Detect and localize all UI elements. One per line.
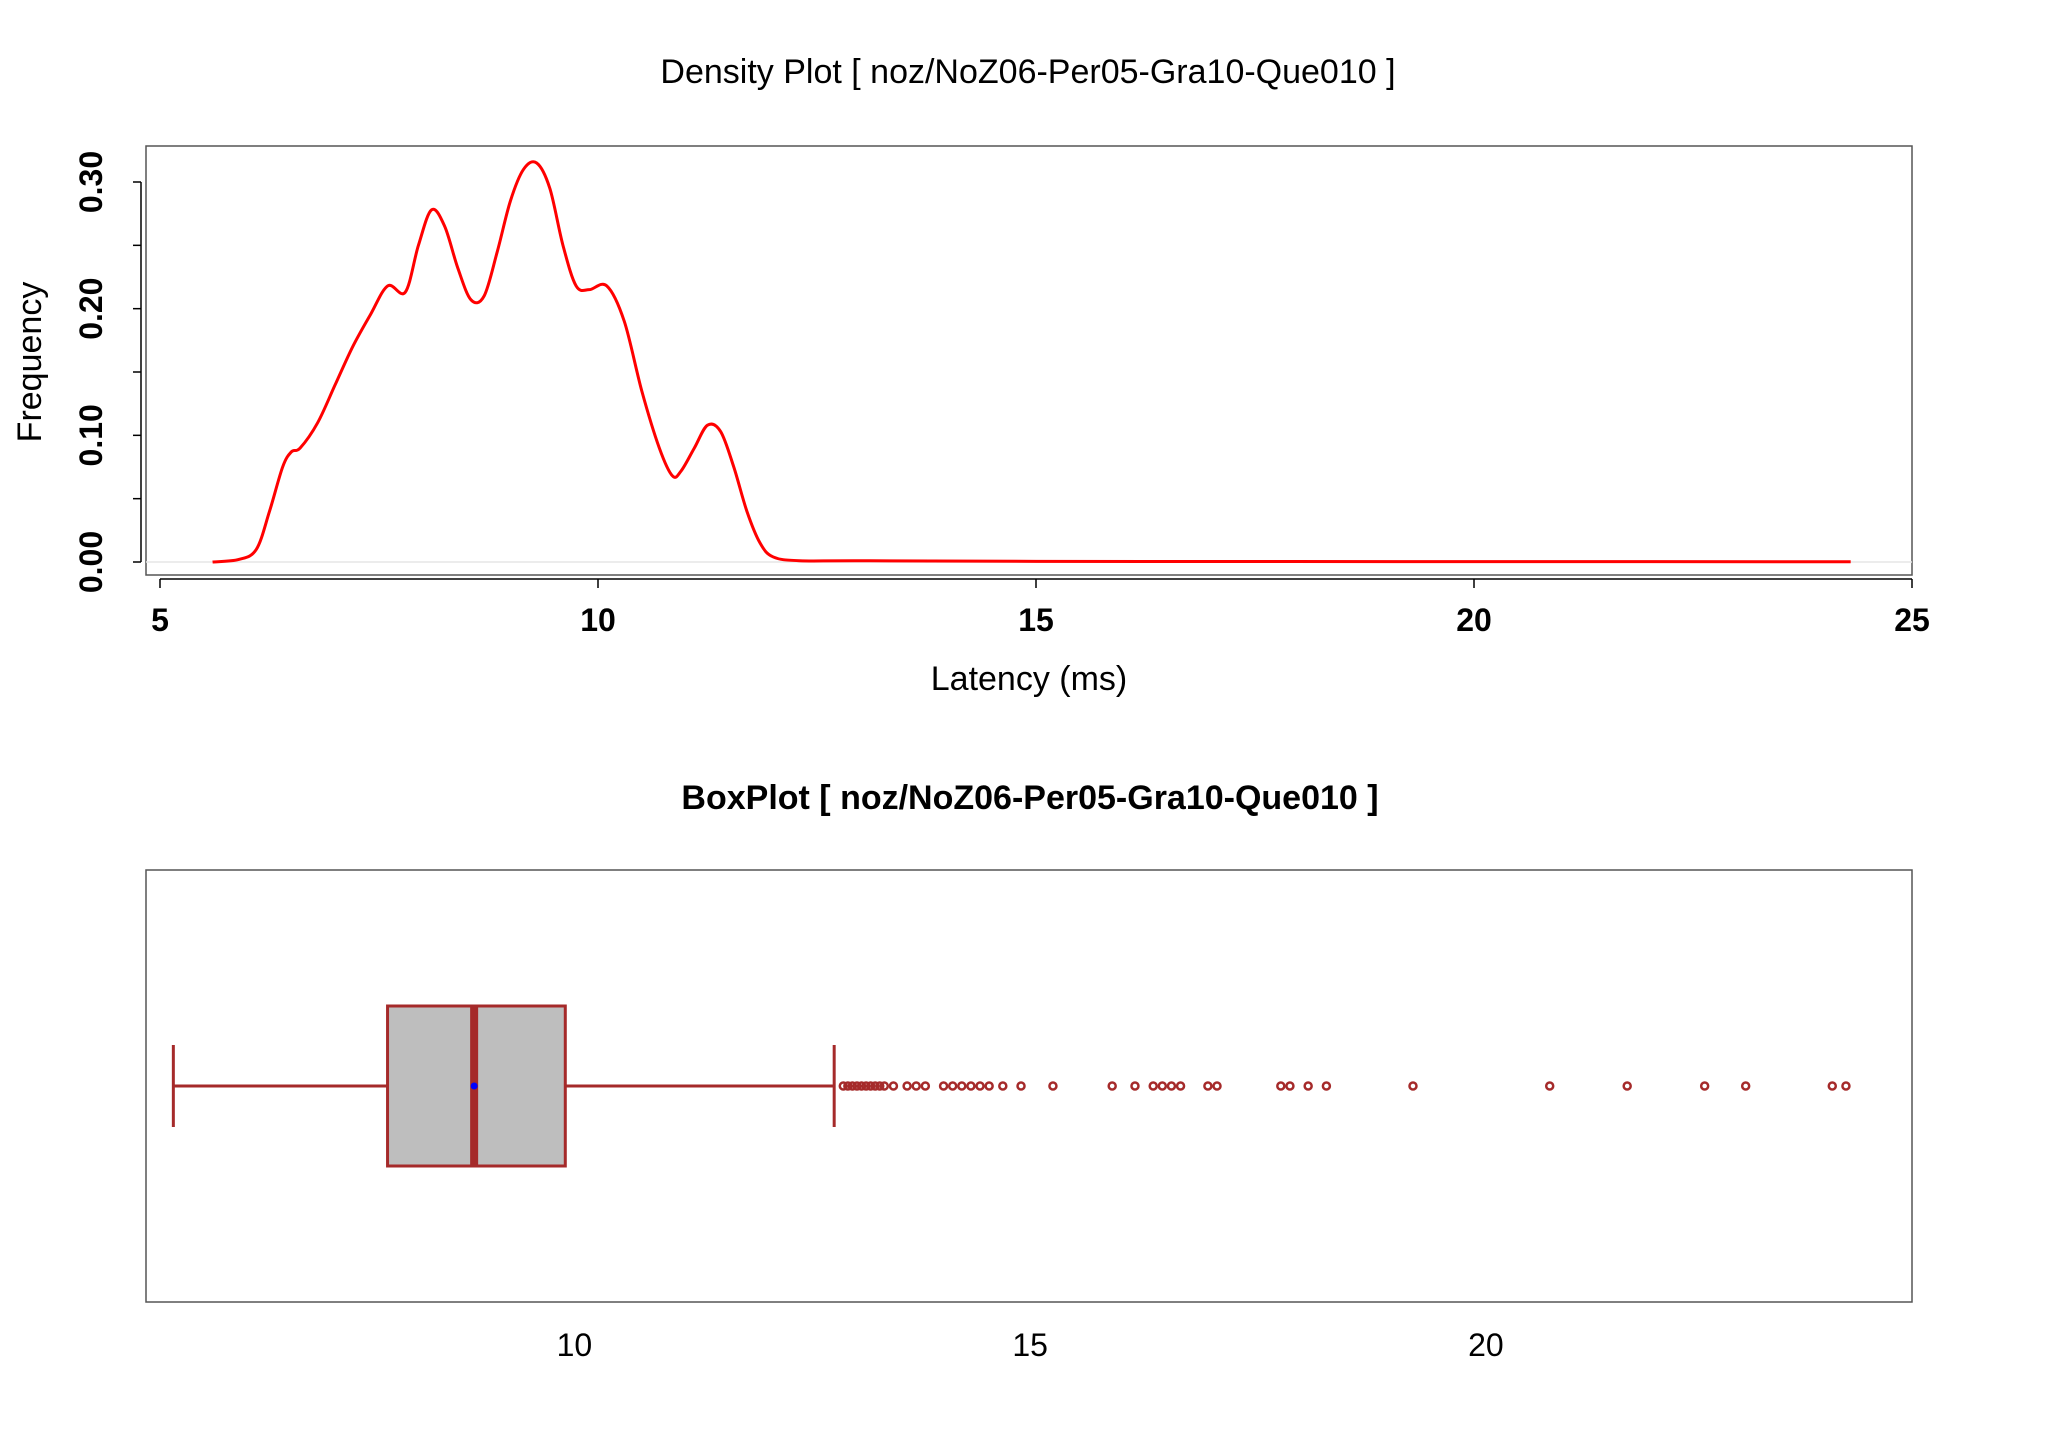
box-outlier <box>865 1081 876 1091</box>
box-outlier <box>1303 1081 1313 1091</box>
box-x-axis: 10 15 20 <box>557 1327 1504 1363</box>
box-plot-frame <box>145 869 1913 1303</box>
box-outlier <box>966 1081 976 1091</box>
box-outlier <box>1157 1081 1168 1091</box>
density-curve-layer <box>212 160 1851 564</box>
box-outlier <box>947 1081 958 1091</box>
density-y-tick-label: 0.00 <box>73 531 109 593</box>
density-series-line <box>212 160 1851 564</box>
box-outlier <box>870 1081 880 1091</box>
box-outlier <box>1699 1081 1710 1091</box>
density-x-tick-label: 15 <box>1018 602 1054 638</box>
box-outlier <box>1841 1081 1851 1091</box>
box-outlier <box>888 1081 899 1091</box>
density-plot-frame <box>145 145 1913 576</box>
box-outlier <box>1827 1081 1838 1091</box>
box-outlier <box>938 1081 949 1091</box>
box-outlier <box>1285 1081 1295 1091</box>
box-outlier <box>852 1081 862 1091</box>
density-plot-panel: Density Plot [ noz/NoZ06-Per05-Gra10-Que… <box>11 53 1930 698</box>
box-outlier <box>1544 1081 1555 1091</box>
box-outlier <box>875 1081 885 1091</box>
box-outlier <box>847 1081 858 1091</box>
box-x-tick-label: 15 <box>1012 1327 1048 1363</box>
box-outlier <box>856 1081 867 1091</box>
box-x-tick-label: 10 <box>557 1327 593 1363</box>
box-outlier <box>1321 1081 1332 1091</box>
box-outlier <box>984 1081 994 1091</box>
box-outlier <box>879 1081 890 1091</box>
density-y-axis-label: Frequency <box>11 282 49 443</box>
density-y-axis: 0.00 0.10 0.20 0.30 <box>73 151 1912 593</box>
box-outlier <box>911 1081 921 1091</box>
box-outlier <box>1740 1081 1751 1091</box>
density-x-axis-label: Latency (ms) <box>931 660 1128 698</box>
box-outlier <box>1166 1081 1177 1091</box>
density-y-tick-label: 0.10 <box>73 404 109 466</box>
box-plot-title: BoxPlot [ noz/NoZ06-Per05-Gra10-Que010 ] <box>681 779 1378 817</box>
density-x-tick-label: 25 <box>1894 602 1930 638</box>
box-outlier <box>1016 1081 1026 1091</box>
box-mean-point <box>470 1082 478 1090</box>
box-outlier <box>998 1081 1008 1091</box>
box-outlier <box>1203 1081 1213 1091</box>
density-y-tick-label: 0.20 <box>73 278 109 340</box>
box-outlier <box>902 1081 912 1091</box>
density-x-tick-label: 10 <box>580 602 616 638</box>
density-x-tick-label: 20 <box>1456 602 1492 638</box>
box-outlier <box>1130 1081 1140 1091</box>
box-outlier <box>843 1081 853 1091</box>
box-x-tick-label: 20 <box>1468 1327 1504 1363</box>
density-x-tick-label: 5 <box>151 602 169 638</box>
box-outlier <box>957 1081 967 1091</box>
box-outlier <box>1276 1081 1286 1091</box>
box-outlier <box>975 1081 985 1091</box>
box-outlier <box>1148 1081 1158 1091</box>
box-outlier <box>838 1081 849 1091</box>
density-y-tick-label: 0.30 <box>73 151 109 213</box>
box-outlier <box>1048 1081 1058 1091</box>
box-plot-marks <box>171 1004 1851 1168</box>
box-outlier <box>1212 1081 1222 1091</box>
box-outlier <box>1622 1081 1632 1091</box>
density-plot-title: Density Plot [ noz/NoZ06-Per05-Gra10-Que… <box>660 53 1395 91</box>
box-outlier <box>920 1081 931 1091</box>
box-plot-panel: BoxPlot [ noz/NoZ06-Per05-Gra10-Que010 ]… <box>145 779 1913 1363</box>
box-outlier <box>1175 1081 1186 1091</box>
box-outlier <box>1107 1081 1117 1091</box>
density-x-axis: 5 10 15 20 25 <box>151 578 1930 638</box>
box-outlier <box>861 1081 871 1091</box>
box-outlier <box>1408 1081 1418 1091</box>
